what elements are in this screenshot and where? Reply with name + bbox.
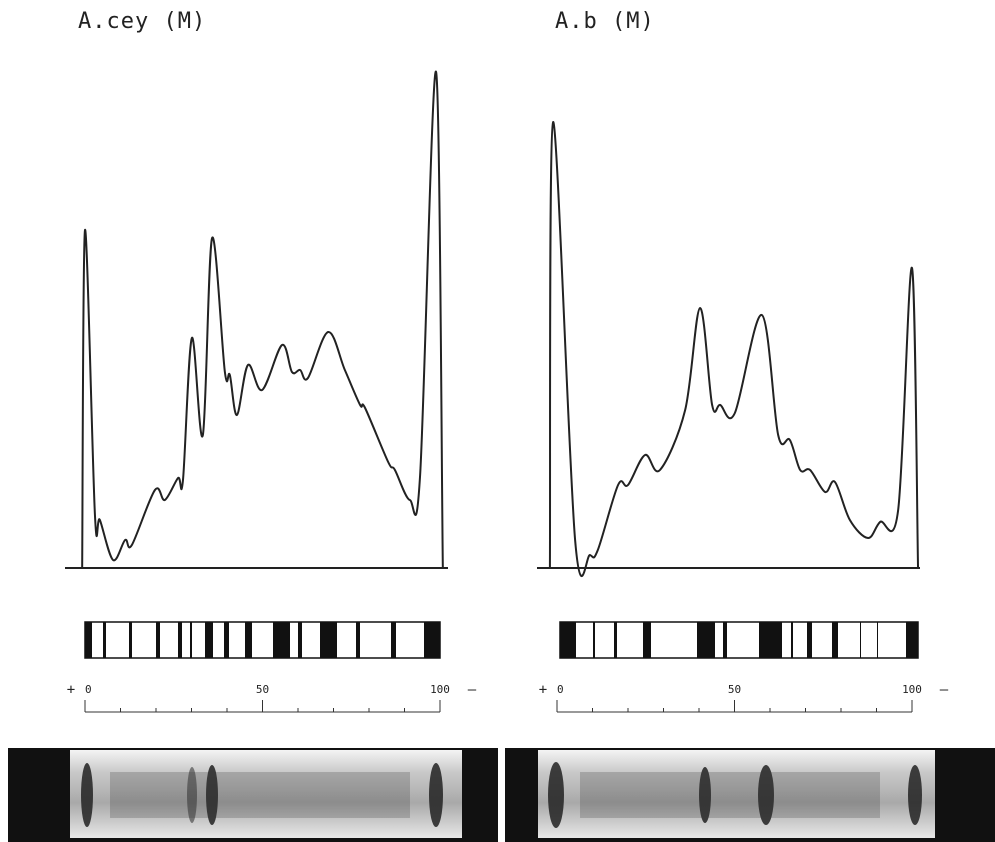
- scale-label: 0: [85, 683, 92, 696]
- polarity-minus: —: [468, 682, 477, 698]
- scale-label: 50: [256, 683, 269, 696]
- densitometry-trace: [81, 70, 444, 569]
- polarity-plus: +: [67, 682, 75, 698]
- scale-label: 100: [902, 683, 922, 696]
- chart-title: A.b (M): [555, 9, 655, 34]
- polarity-plus: +: [539, 682, 547, 698]
- scale-label: 100: [430, 683, 450, 696]
- gel-photo: [505, 748, 995, 842]
- band-diagram: [559, 621, 919, 659]
- densitometry-trace: [548, 120, 920, 577]
- chart-title: A.cey (M): [78, 9, 206, 34]
- scale-label: 50: [728, 683, 741, 696]
- band-diagram: [84, 621, 441, 659]
- polarity-minus: —: [940, 682, 949, 698]
- scale-label: 0: [557, 683, 564, 696]
- gel-photo: [8, 748, 498, 842]
